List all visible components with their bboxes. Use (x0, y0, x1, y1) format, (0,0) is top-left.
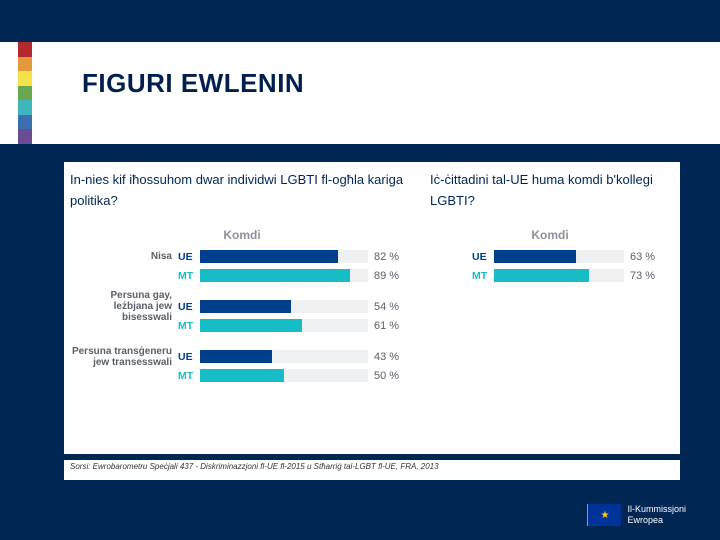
left-groups: NisaUE82 %MT89 %Persuna gay, leżbjana je… (70, 248, 414, 384)
category-label: Persuna transġeneru jew transesswali (70, 346, 178, 368)
ec-line1: Il-Kummissjoni (627, 504, 686, 515)
bar-group: UE 63 % MT 73 % (430, 248, 670, 284)
geo-label-ue: UE (178, 301, 200, 313)
geo-label-ue: UE (178, 351, 200, 363)
bar-row: Persuna transġeneru jew transesswaliUE 43… (70, 348, 414, 365)
bar-value: 89 % (374, 270, 414, 282)
geo-label-mt: MT (178, 320, 200, 332)
bar-track (200, 269, 368, 282)
category-label: Persuna gay, leżbjana jew bisesswali (70, 290, 178, 323)
bar-value: 73 % (630, 270, 670, 282)
bar-value: 50 % (374, 370, 414, 382)
questions-row: In-nies kif iħossuhom dwar individwi LGB… (64, 162, 680, 224)
question-left: In-nies kif iħossuhom dwar individwi LGB… (64, 162, 424, 224)
question-right: Iċ-ċittadini tal-UE huma komdi b'kollegi… (424, 162, 680, 224)
bar-track (494, 269, 624, 282)
bar-group: Persuna gay, leżbjana jew bisesswaliUE54… (70, 298, 414, 334)
bar-value: 54 % (374, 301, 414, 313)
bar-track (200, 250, 368, 263)
bar-value: 82 % (374, 251, 414, 263)
ec-logo-text: Il-Kummissjoni Ewropea (627, 504, 686, 526)
bar-row: Persuna gay, leżbjana jew bisesswaliUE54… (70, 298, 414, 315)
bar-fill-mt (200, 369, 284, 382)
bar-fill-mt (200, 269, 350, 282)
geo-label-ue: UE (178, 251, 200, 263)
bar-row: MT 50 % (70, 367, 414, 384)
ec-line2: Ewropea (627, 515, 686, 526)
bar-fill-mt (200, 319, 302, 332)
chart-left: Komdi NisaUE82 %MT89 %Persuna gay, leżbj… (64, 224, 424, 454)
right-subheader: Komdi (430, 228, 670, 242)
bar-row: UE 63 % (430, 248, 670, 265)
geo-label-mt: MT (472, 270, 494, 282)
bar-fill-ue (200, 300, 291, 313)
chart-right: Komdi UE 63 % MT 73 % (424, 224, 680, 454)
geo-label-mt: MT (178, 370, 200, 382)
geo-label-ue: UE (472, 251, 494, 263)
right-groups: UE 63 % MT 73 % (430, 248, 670, 284)
left-subheader: Komdi (70, 228, 414, 242)
bar-fill-mt (494, 269, 589, 282)
bar-value: 61 % (374, 320, 414, 332)
page-title: FIGURI EWLENIN (82, 68, 304, 99)
bar-group: NisaUE 82 % MT 89 % (70, 248, 414, 284)
bar-value: 43 % (374, 351, 414, 363)
bar-fill-ue (494, 250, 576, 263)
bar-track (494, 250, 624, 263)
bar-row: MT 73 % (430, 267, 670, 284)
eu-flag-icon: ★ (587, 504, 621, 526)
bar-fill-ue (200, 350, 272, 363)
bar-fill-ue (200, 250, 338, 263)
bar-track (200, 350, 368, 363)
charts-row: Komdi NisaUE82 %MT89 %Persuna gay, leżbj… (64, 224, 680, 454)
source-footnote: Sorsi: Ewrobarometru Speċjali 437 - Disk… (64, 460, 680, 480)
bar-track (200, 319, 368, 332)
rainbow-strip (18, 42, 32, 144)
bar-value: 63 % (630, 251, 670, 263)
bar-track (200, 369, 368, 382)
category-label: Nisa (70, 251, 178, 262)
bar-row: MT 89 % (70, 267, 414, 284)
geo-label-mt: MT (178, 270, 200, 282)
bar-row: NisaUE 82 % (70, 248, 414, 265)
bar-track (200, 300, 368, 313)
ec-logo: ★ Il-Kummissjoni Ewropea (587, 504, 686, 526)
bar-group: Persuna transġeneru jew transesswaliUE 43… (70, 348, 414, 384)
